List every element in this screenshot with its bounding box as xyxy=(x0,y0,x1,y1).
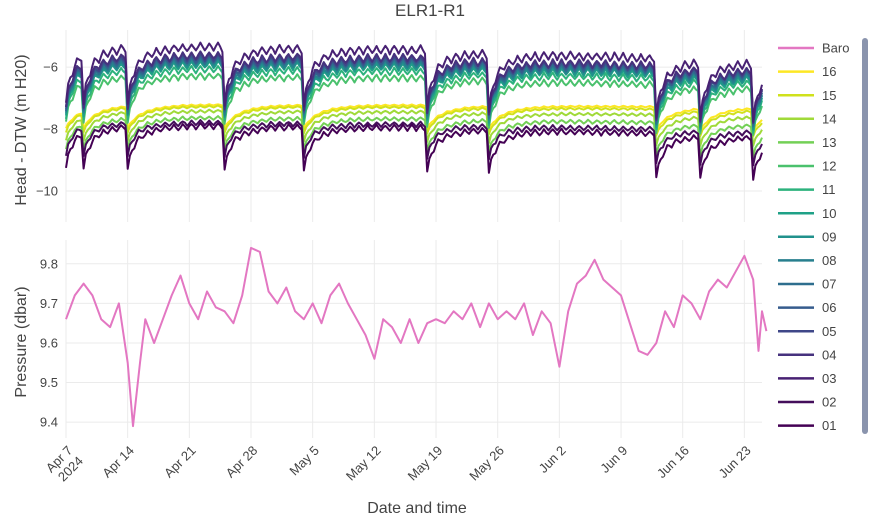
y-tick-label: 9.6 xyxy=(40,336,58,351)
y-tick-label: −6 xyxy=(43,60,58,75)
x-tick-label: Jun 2 xyxy=(536,443,569,476)
x-tick-text: Jun 23 xyxy=(716,443,754,481)
legend-label: 03 xyxy=(822,371,836,386)
x-tick-label: May 26 xyxy=(466,443,507,484)
x-tick-text: Jun 2 xyxy=(536,443,569,476)
x-tick-text: Jun 9 xyxy=(597,443,630,476)
x-tick-text: Apr 28 xyxy=(223,443,261,481)
x-tick-label: Apr 28 xyxy=(223,443,261,481)
legend-label: 16 xyxy=(822,64,836,79)
y-tick-label: 9.4 xyxy=(40,415,58,430)
series-line-16 xyxy=(65,103,763,133)
x-tick-text: Jun 16 xyxy=(654,443,692,481)
x-tick-label: May 19 xyxy=(405,443,446,484)
x-tick-label: Jun 9 xyxy=(597,443,630,476)
legend-item-08[interactable]: 08 xyxy=(778,253,836,268)
series-line-03 xyxy=(65,41,763,123)
legend-item-02[interactable]: 02 xyxy=(778,395,836,410)
x-tick-text: May 19 xyxy=(405,443,446,484)
y-tick-label: 9.8 xyxy=(40,256,58,271)
legend-label: 14 xyxy=(822,111,836,126)
y-tick-label: 9.7 xyxy=(40,296,58,311)
series-line-01 xyxy=(65,122,763,181)
y-axis-title-head: Head - DTW (m H20) xyxy=(13,54,30,205)
series-line-baro xyxy=(65,246,768,428)
legend-label: 06 xyxy=(822,300,836,315)
x-tick-text: May 26 xyxy=(466,443,507,484)
legend-label: 11 xyxy=(822,182,836,197)
x-tick-label: Apr 21 xyxy=(161,443,199,481)
legend-item-07[interactable]: 07 xyxy=(778,277,836,292)
legend-item-14[interactable]: 14 xyxy=(778,111,836,126)
grid-layer xyxy=(65,30,762,438)
x-tick-text: Apr 21 xyxy=(161,443,199,481)
legend-label: 10 xyxy=(822,206,836,221)
legend-label: 08 xyxy=(822,253,836,268)
x-tick-text: May 12 xyxy=(343,443,384,484)
legend-item-10[interactable]: 10 xyxy=(778,206,836,221)
legend-label: 13 xyxy=(822,135,836,150)
series-line-13 xyxy=(65,115,763,158)
legend-item-09[interactable]: 09 xyxy=(778,229,836,244)
legend-scrollbar[interactable] xyxy=(862,38,868,434)
legend-label: 12 xyxy=(822,159,836,174)
chart-title: ELR1-R1 xyxy=(395,1,465,20)
legend-label: Baro xyxy=(822,41,849,56)
legend-item-01[interactable]: 01 xyxy=(778,418,836,433)
legend-label: 04 xyxy=(822,347,836,362)
legend: Baro 16 15 14 13 12 11 10 09 08 07 06 05 04 03 02 01 xyxy=(778,41,849,433)
series-line-04 xyxy=(65,50,763,124)
legend-item-03[interactable]: 03 xyxy=(778,371,836,386)
x-tick-text: Apr 14 xyxy=(99,443,137,481)
legend-label: 01 xyxy=(822,418,836,433)
series-line-02 xyxy=(65,119,763,167)
x-tick-label: May 12 xyxy=(343,443,384,484)
x-tick-label: Apr 14 xyxy=(99,443,137,481)
legend-label: 02 xyxy=(822,395,836,410)
legend-item-13[interactable]: 13 xyxy=(778,135,836,150)
y-tick-label: −8 xyxy=(43,122,58,137)
legend-label: 07 xyxy=(822,277,836,292)
series-line-11 xyxy=(65,64,763,134)
series-line-12 xyxy=(65,72,763,136)
legend-item-16[interactable]: 16 xyxy=(778,64,836,79)
legend-item-05[interactable]: 05 xyxy=(778,324,836,339)
x-axis-title: Date and time xyxy=(367,500,467,517)
legend-item-11[interactable]: 11 xyxy=(778,182,836,197)
legend-item-06[interactable]: 06 xyxy=(778,300,836,315)
y-axis-title-pressure: Pressure (dbar) xyxy=(13,286,30,397)
x-tick-label: May 5 xyxy=(286,443,322,479)
legend-label: 15 xyxy=(822,88,836,103)
series-line-14 xyxy=(65,108,763,147)
legend-item-Baro[interactable]: Baro xyxy=(778,41,849,56)
legend-item-15[interactable]: 15 xyxy=(778,88,836,103)
x-tick-label: Jun 23 xyxy=(716,443,754,481)
x-tick-label: Jun 16 xyxy=(654,443,692,481)
x-tick-text: May 5 xyxy=(286,443,322,479)
legend-label: 09 xyxy=(822,229,836,244)
y-tick-label: 9.5 xyxy=(40,375,58,390)
y-tick-label: −10 xyxy=(36,184,58,199)
legend-label: 05 xyxy=(822,324,836,339)
series-line-15 xyxy=(65,104,763,138)
series-layer xyxy=(65,41,768,428)
legend-item-04[interactable]: 04 xyxy=(778,347,836,362)
legend-item-12[interactable]: 12 xyxy=(778,159,836,174)
